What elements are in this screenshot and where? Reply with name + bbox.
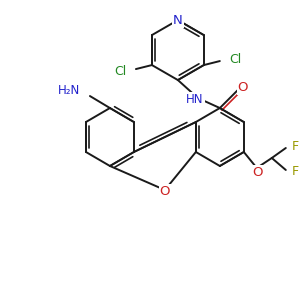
Text: Cl: Cl (115, 64, 127, 78)
Text: O: O (160, 185, 170, 199)
Text: F: F (292, 140, 299, 152)
Text: O: O (238, 80, 248, 94)
Text: N: N (173, 14, 183, 27)
Text: F: F (292, 166, 299, 178)
Text: Cl: Cl (229, 52, 241, 66)
Text: O: O (253, 167, 263, 179)
Text: H₂N: H₂N (58, 83, 80, 97)
Text: HN: HN (186, 92, 204, 106)
